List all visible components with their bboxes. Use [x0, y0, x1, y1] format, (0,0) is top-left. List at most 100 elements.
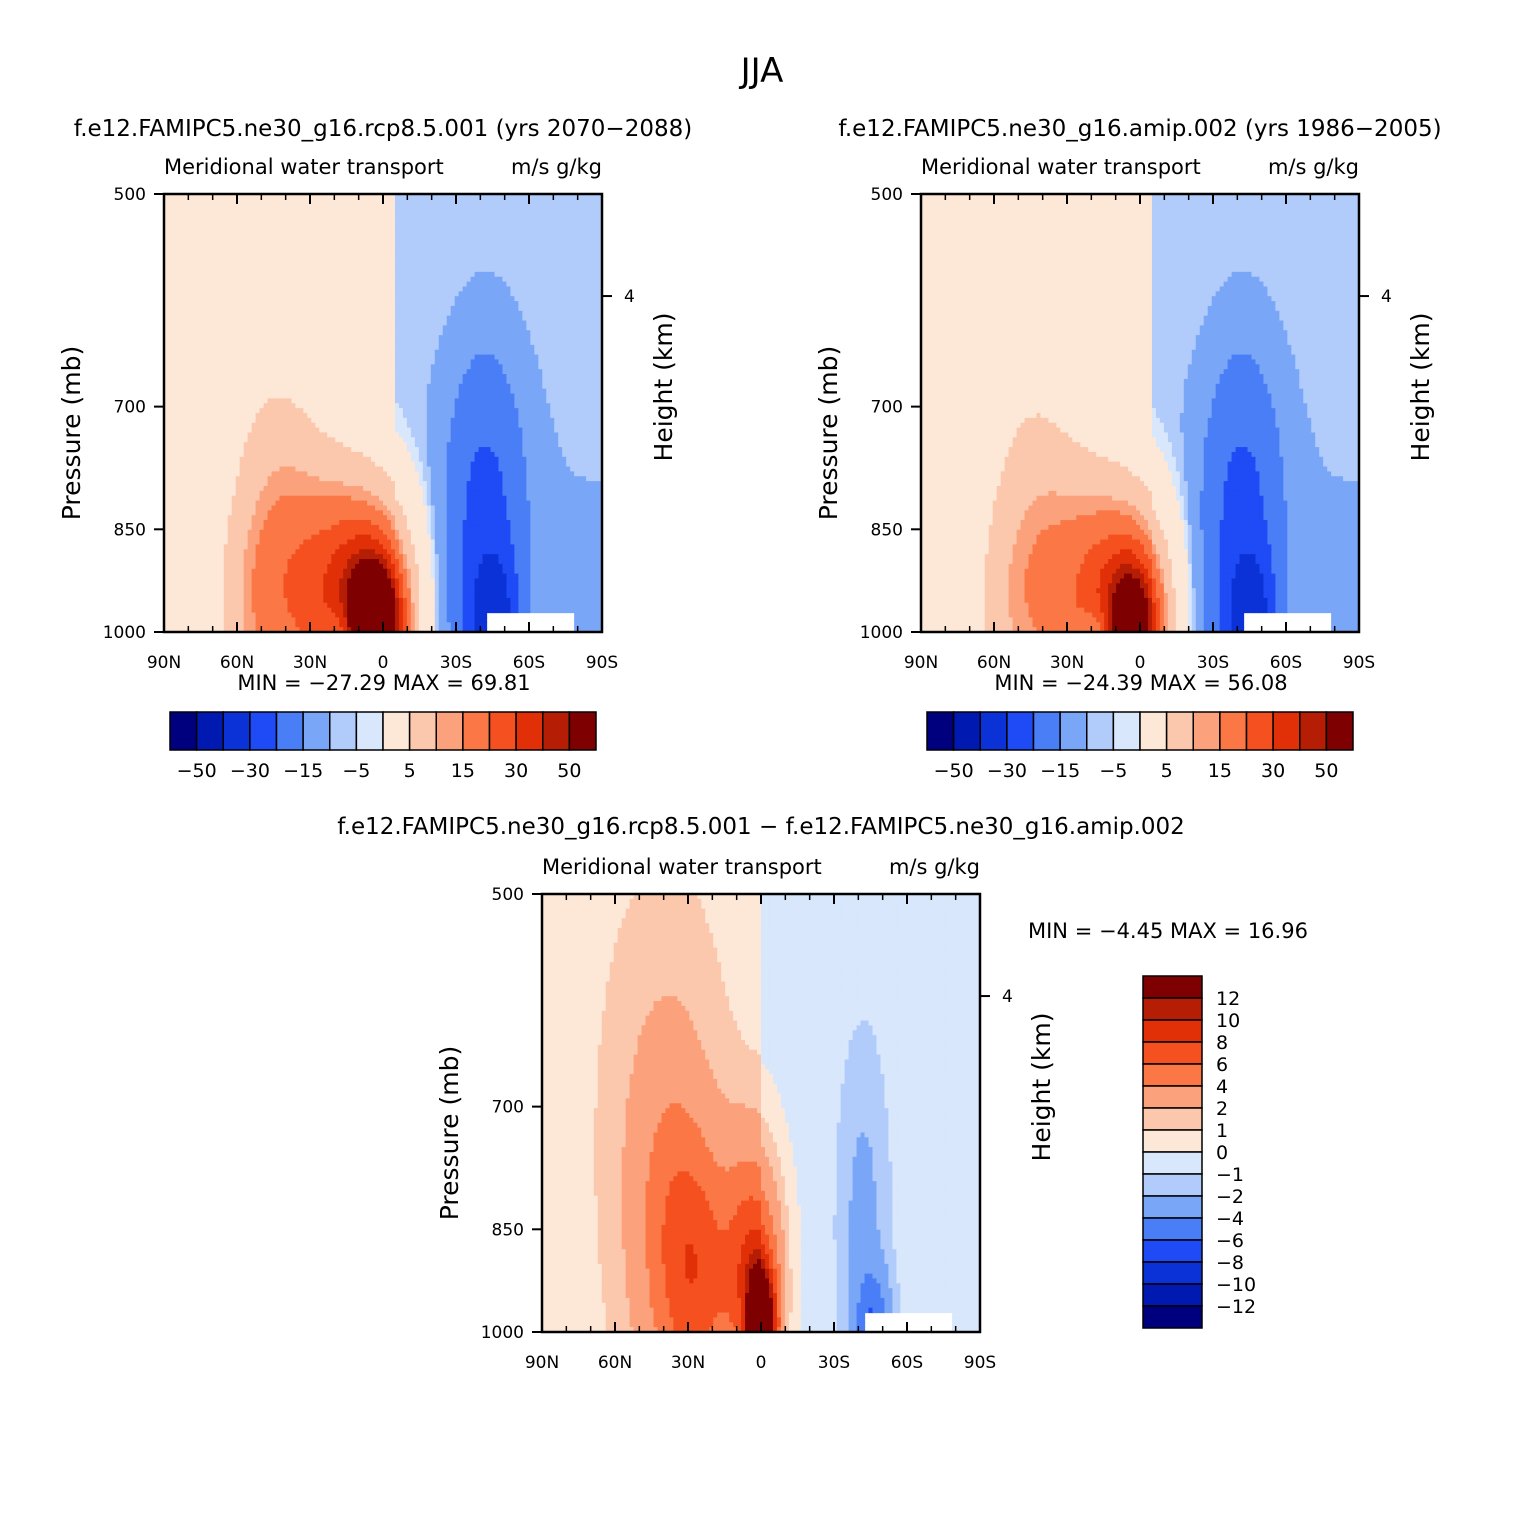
- contour-cell: [303, 310, 308, 317]
- contour-cell: [175, 413, 181, 419]
- contour-cell: [466, 349, 472, 356]
- contour-cell: [498, 271, 504, 278]
- contour-cell: [335, 198, 340, 205]
- contour-cell: [554, 349, 559, 356]
- contour-cell: [538, 305, 543, 312]
- contour-cell: [175, 310, 181, 317]
- contour-cell: [187, 267, 193, 273]
- contour-cell: [275, 232, 281, 239]
- contour-cell: [343, 286, 348, 292]
- contour-cell: [430, 330, 436, 336]
- contour-cell: [594, 213, 599, 219]
- contour-cell: [231, 262, 237, 268]
- contour-cell: [506, 335, 512, 341]
- contour-cell: [438, 257, 444, 263]
- contour-cell: [203, 335, 209, 341]
- contour-cell: [207, 383, 213, 390]
- contour-cell: [363, 408, 368, 414]
- contour-cell: [235, 257, 241, 263]
- contour-cell: [215, 218, 221, 224]
- contour-cell: [219, 203, 225, 210]
- contour-cell: [594, 374, 599, 380]
- contour-cell: [219, 252, 225, 258]
- contour-cell: [263, 257, 269, 263]
- contour-cell: [486, 335, 492, 341]
- contour-cell: [418, 383, 424, 390]
- contour-cell: [219, 354, 225, 361]
- contour-cell: [538, 359, 543, 365]
- contour-cell: [566, 335, 571, 341]
- contour-cell: [347, 398, 352, 404]
- contour-cell: [454, 247, 460, 253]
- contour-cell: [231, 267, 237, 273]
- contour-cell: [442, 359, 448, 365]
- contour-cell: [566, 393, 571, 399]
- contour-cell: [562, 237, 567, 244]
- contour-cell: [558, 291, 563, 297]
- contour-cell: [219, 315, 225, 322]
- contour-cell: [311, 378, 316, 385]
- contour-cell: [299, 374, 304, 380]
- contour-cell: [367, 354, 372, 361]
- contour-cell: [562, 252, 567, 258]
- contour-cell: [164, 247, 169, 253]
- contour-cell: [263, 286, 269, 292]
- contour-cell: [311, 344, 316, 351]
- contour-cell: [323, 223, 328, 229]
- contour-cell: [231, 291, 237, 297]
- contour-cell: [243, 393, 249, 399]
- contour-cell: [371, 310, 376, 317]
- contour-cell: [478, 267, 484, 273]
- contour-cell: [506, 296, 512, 302]
- contour-cell: [402, 223, 408, 229]
- contour-cell: [363, 223, 368, 229]
- contour-cell: [510, 325, 515, 331]
- contour-cell: [175, 198, 181, 205]
- contour-cell: [263, 310, 269, 317]
- contour-cell: [466, 267, 472, 273]
- contour-cell: [179, 349, 185, 356]
- contour-cell: [494, 408, 500, 414]
- contour-cell: [191, 276, 197, 283]
- contour-cell: [442, 218, 448, 224]
- contour-cell: [414, 286, 420, 292]
- contour-cell: [379, 388, 384, 395]
- contour-cell: [171, 325, 177, 331]
- contour-cell: [183, 247, 189, 253]
- contour-cell: [454, 388, 460, 395]
- contour-cell: [183, 232, 189, 239]
- contour-cell: [390, 301, 396, 307]
- contour-cell: [311, 276, 316, 283]
- contour-cell: [558, 237, 563, 244]
- contour-cell: [462, 301, 468, 307]
- contour-cell: [586, 398, 591, 404]
- contour-cell: [239, 413, 245, 419]
- contour-cell: [474, 301, 480, 307]
- contour-cell: [430, 281, 436, 288]
- contour-cell: [199, 403, 205, 409]
- contour-cell: [211, 208, 217, 215]
- contour-cell: [538, 262, 543, 268]
- contour-cell: [379, 262, 384, 268]
- contour-cell: [323, 364, 328, 370]
- contour-cell: [191, 218, 197, 224]
- contour-cell: [566, 383, 571, 390]
- contour-cell: [311, 203, 316, 210]
- contour-cell: [474, 388, 480, 395]
- contour-cell: [164, 276, 169, 283]
- contour-cell: [211, 267, 217, 273]
- contour-cell: [191, 310, 197, 317]
- contour-cell: [291, 325, 296, 331]
- contour-cell: [406, 315, 412, 322]
- contour-cell: [363, 208, 368, 215]
- contour-cell: [183, 228, 189, 234]
- contour-cell: [590, 257, 595, 263]
- contour-cell: [598, 296, 603, 302]
- contour-cell: [307, 257, 312, 263]
- contour-cell: [231, 330, 237, 336]
- contour-cell: [574, 393, 579, 399]
- contour-cell: [235, 296, 241, 302]
- contour-cell: [247, 349, 253, 356]
- contour-cell: [426, 335, 432, 341]
- contour-cell: [259, 252, 265, 258]
